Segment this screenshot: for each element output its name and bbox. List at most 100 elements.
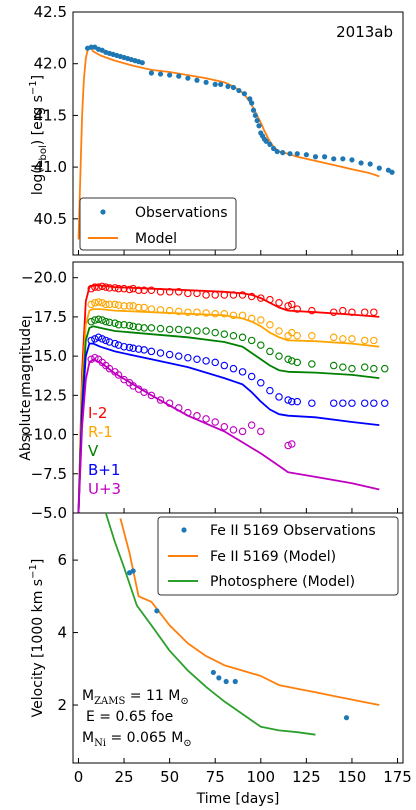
band-observation-B bbox=[238, 368, 247, 376]
x-tick-label-4: 100 bbox=[246, 768, 275, 786]
band-observation-B bbox=[87, 336, 95, 345]
band-observation-I bbox=[329, 308, 338, 316]
band-observation-V bbox=[87, 317, 95, 326]
band-observation-V bbox=[257, 341, 265, 349]
band-observation-B bbox=[129, 344, 137, 353]
lum-ytick-label-4: 42.5 bbox=[34, 3, 67, 21]
band-observation-V bbox=[284, 355, 292, 364]
velocity-legend-box bbox=[157, 516, 399, 596]
band-observation-R bbox=[134, 303, 143, 312]
band-observation-U bbox=[288, 440, 296, 448]
band-observation-B bbox=[360, 399, 369, 407]
luminosity-observation-point bbox=[358, 160, 364, 166]
luminosity-legend: Observations Model bbox=[79, 197, 237, 251]
band-observation-B bbox=[184, 353, 192, 362]
band-observation-I bbox=[348, 308, 356, 316]
band-observation-R bbox=[147, 305, 156, 313]
band-observation-V bbox=[275, 352, 283, 360]
band-observation-I bbox=[257, 294, 265, 302]
band-observation-V bbox=[348, 364, 356, 373]
band-observation-V bbox=[266, 347, 274, 356]
velocity-observation-point bbox=[232, 678, 238, 685]
band-observation-B bbox=[174, 352, 183, 360]
band-observation-B bbox=[102, 336, 110, 345]
band-observation-R bbox=[174, 307, 183, 316]
band-observation-U bbox=[284, 441, 292, 450]
band-observation-U bbox=[165, 399, 174, 407]
band-observation-V bbox=[156, 324, 165, 333]
band-observation-R bbox=[105, 300, 114, 309]
band-observation-I bbox=[134, 286, 143, 294]
band-observation-R bbox=[193, 308, 201, 316]
band-observation-R bbox=[87, 300, 95, 309]
band-observation-I bbox=[266, 295, 274, 304]
band-observation-I bbox=[288, 300, 296, 309]
band-observation-R bbox=[111, 300, 119, 309]
velocity-y-label: Velocity [1000 km s−1] bbox=[28, 559, 46, 718]
band-observation-V bbox=[129, 322, 137, 331]
band-observation-V bbox=[247, 336, 256, 345]
luminosity-observation-point bbox=[376, 165, 382, 171]
luminosity-observation-point bbox=[88, 44, 94, 50]
velocity-observation-point bbox=[130, 568, 136, 574]
band-observation-V bbox=[339, 363, 347, 371]
band-observation-R bbox=[247, 314, 256, 323]
mag-ytick-label-0: −20.0 bbox=[21, 269, 67, 287]
band-observation-I bbox=[140, 286, 148, 294]
x-tick-label-2: 50 bbox=[160, 768, 179, 786]
lum-ytick-label-3: 42.0 bbox=[34, 55, 67, 73]
mag-ytick-label-6: −5.0 bbox=[31, 504, 67, 522]
band-observation-I bbox=[156, 288, 165, 296]
legend-observations-marker bbox=[100, 209, 106, 215]
band-observation-I bbox=[87, 284, 95, 293]
luminosity-observation-point bbox=[322, 154, 328, 160]
magnitude-axes-frame bbox=[72, 261, 404, 514]
band-observation-I bbox=[94, 283, 103, 291]
luminosity-observation-point bbox=[389, 169, 395, 175]
band-observation-B bbox=[284, 396, 292, 404]
band-observation-U bbox=[193, 411, 201, 420]
band-observation-V bbox=[202, 327, 210, 335]
band-observation-B bbox=[120, 342, 128, 351]
band-observation-R bbox=[140, 303, 148, 312]
band-label-V: V bbox=[88, 442, 99, 460]
luminosity-observation-point bbox=[331, 156, 337, 162]
velocity-axes-frame bbox=[72, 512, 404, 764]
band-observation-V bbox=[184, 326, 192, 334]
vel-ytick-label-0: 2 bbox=[57, 696, 67, 714]
band-observation-V bbox=[238, 333, 247, 342]
band-observation-I bbox=[174, 288, 183, 296]
band-observation-U bbox=[211, 418, 219, 426]
velocity-observation-point bbox=[154, 608, 160, 614]
band-observation-V bbox=[134, 323, 143, 331]
luminosity-observation-point bbox=[274, 148, 280, 155]
lum-ytick-label-2: 41.5 bbox=[34, 106, 67, 124]
luminosity-observation-point bbox=[225, 83, 231, 90]
band-observation-B bbox=[156, 349, 165, 357]
band-observation-I bbox=[339, 306, 347, 315]
luminosity-observation-point bbox=[236, 87, 242, 94]
band-observation-U bbox=[202, 415, 210, 423]
band-observation-R bbox=[102, 300, 110, 309]
luminosity-observation-point bbox=[148, 70, 154, 76]
band-observation-R bbox=[129, 302, 137, 310]
lum-ytick-label-1: 41.0 bbox=[34, 158, 67, 176]
band-observation-R bbox=[125, 302, 134, 310]
band-observation-V bbox=[114, 320, 123, 329]
band-observation-R bbox=[156, 306, 165, 314]
band-observation-R bbox=[229, 311, 238, 320]
luminosity-axes-frame bbox=[72, 11, 404, 256]
band-observation-U bbox=[174, 404, 183, 412]
luminosity-panel: 40.5 41.0 41.5 42.0 42.5 2013ab log(Lbol) [e… bbox=[28, 3, 404, 256]
luminosity-observation-point bbox=[254, 117, 260, 124]
band-observation-R bbox=[275, 327, 283, 335]
band-observation-R bbox=[308, 331, 316, 340]
band-observation-I bbox=[202, 291, 210, 299]
band-observation-B bbox=[220, 361, 229, 370]
lum-ytick-label-0: 40.5 bbox=[34, 210, 67, 228]
band-observation-U bbox=[134, 385, 143, 393]
band-observation-I bbox=[98, 282, 106, 291]
band-observation-I bbox=[229, 291, 238, 299]
band-observation-R bbox=[94, 298, 103, 306]
band-observation-V bbox=[308, 360, 316, 368]
